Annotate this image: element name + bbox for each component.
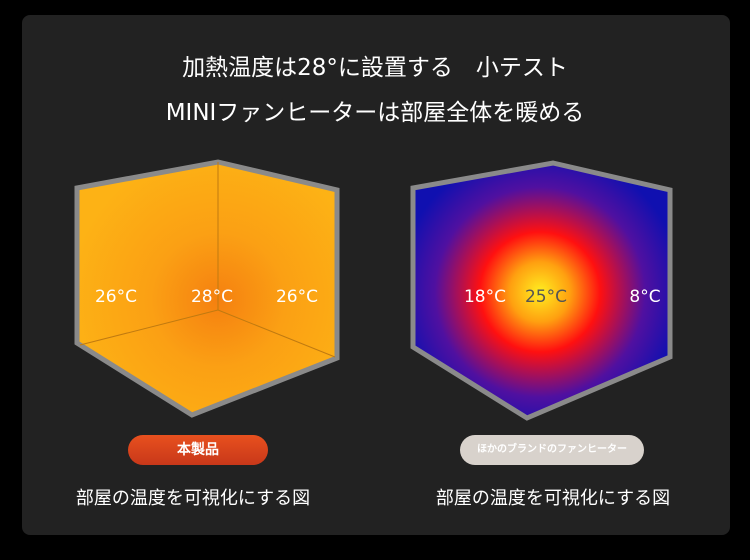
competitor-badge: ほかのブランドのファンヒーター: [460, 435, 644, 465]
temp-left-wall: 26°C: [95, 287, 137, 307]
product-caption: 部屋の温度を可視化にする図: [75, 488, 311, 509]
room-edge: [79, 309, 219, 346]
temp-center: 25°C: [525, 287, 567, 307]
product-room-shape: [74, 159, 340, 418]
headline-line-1: 加熱温度は28°に設置する 小テスト: [182, 55, 568, 81]
temp-right-wall: 8°C: [629, 287, 660, 307]
competitor-room-shape: [410, 160, 673, 421]
competitor-room-cube: 18°C 25°C 8°C: [410, 160, 673, 421]
temp-left-wall: 18°C: [464, 287, 506, 307]
temp-center: 28°C: [191, 287, 233, 307]
headline-line-2: MINIファンヒーターは部屋全体を暖める: [165, 100, 585, 126]
competitor-caption: 部屋の温度を可視化にする図: [435, 488, 671, 509]
product-badge: 本製品: [128, 435, 268, 465]
temp-right-wall: 26°C: [276, 287, 318, 307]
room-edge: [217, 309, 336, 358]
product-room-cube: 26°C 28°C 26°C: [74, 159, 340, 418]
